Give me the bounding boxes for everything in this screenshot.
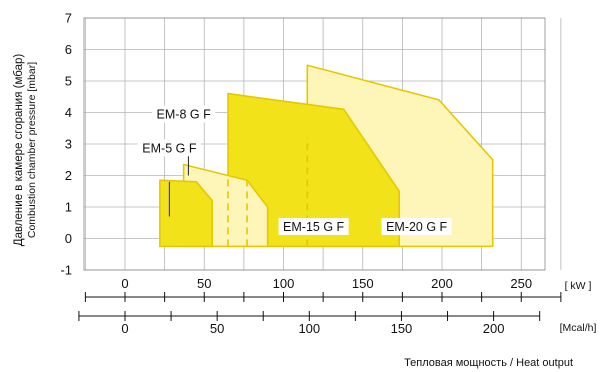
area-label-em-5-g-f: EM-5 G F [142, 141, 197, 155]
mcal-tick-label: 50 [210, 321, 224, 336]
y-tick-label: 0 [65, 231, 72, 246]
x-axis-title-separator: / [507, 357, 516, 369]
y-tick-label: 1 [65, 200, 72, 215]
kw-tick-label: 200 [431, 276, 453, 291]
area-label-bg-3 [381, 218, 452, 236]
kw-tick-label: 0 [121, 276, 128, 291]
working-areas [159, 64, 494, 248]
y-tick-label: 3 [65, 137, 72, 152]
x-axis-title-ru: Тепловая мощность [404, 357, 507, 369]
y-tick-label: -1 [60, 263, 72, 278]
area-labels: EM-8 G F EM-5 G F EM-15 G F EM-20 G F [137, 105, 452, 236]
kw-unit-label: [ kW ] [565, 280, 592, 292]
kw-axis: 0 50 100 150 200 250 [ kW ] [84, 276, 592, 302]
kw-tick-label: 250 [510, 276, 532, 291]
area-label-bg-0 [152, 105, 216, 123]
area-label-em-15-g-f: EM-15 G F [283, 220, 344, 234]
kw-tick-label: 50 [197, 276, 211, 291]
area-label-bg-1 [137, 139, 201, 157]
mcal-tick-label: 100 [298, 321, 320, 336]
kw-tick-label: 100 [273, 276, 295, 291]
y-axis-label-ru: Давление в камере сгорания (мбар) [13, 54, 25, 247]
mcal-tick-label: 200 [483, 321, 505, 336]
mcal-tick-label: 0 [121, 321, 128, 336]
area-em-5-g-f [159, 179, 213, 248]
y-tick-label: 4 [65, 105, 72, 120]
y-tick-label: 7 [65, 11, 72, 26]
y-tick-label: 2 [65, 168, 72, 183]
y-tick-label: 5 [65, 74, 72, 89]
y-axis-label-en: Combustion chamber pressure [mbar] [26, 62, 38, 238]
area-label-bg-2 [278, 218, 349, 236]
kw-tick-label: 150 [352, 276, 374, 291]
mcal-axis: 0 50 100 150 200 [Mcal/h] [78, 311, 597, 336]
area-label-em-8-g-f: EM-8 G F [157, 108, 212, 122]
y-tick-label: 6 [65, 42, 72, 57]
plot-frame [83, 17, 546, 271]
mcal-unit-label: [Mcal/h] [560, 322, 597, 334]
area-label-em-20-g-f: EM-20 G F [386, 220, 447, 234]
area-em-15-g-f [227, 92, 401, 248]
y-tick-labels: -1 0 1 2 3 4 5 6 7 [60, 11, 72, 278]
x-axis-title-en: Heat output [516, 357, 573, 369]
mcal-tick-label: 150 [391, 321, 413, 336]
x-axis-title: Тепловая мощность / Heat output [404, 357, 573, 369]
